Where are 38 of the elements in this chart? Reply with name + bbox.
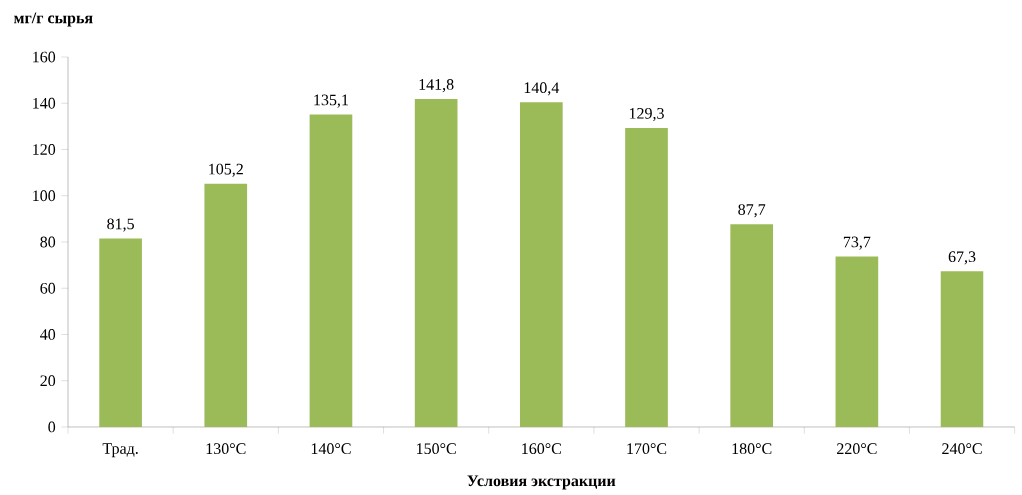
bar [625, 127, 668, 427]
bar [414, 99, 458, 427]
x-tick-label: 150°С [417, 443, 456, 455]
x-tick-label: 240°С [942, 443, 982, 455]
x-axis-title: Условия экстракции [467, 475, 616, 490]
bar [940, 271, 984, 427]
data-label: 73,7 [843, 236, 871, 250]
y-tick-label: 80 [40, 236, 56, 248]
bar [519, 102, 563, 427]
data-label: 135,1 [314, 94, 349, 108]
x-tick-label: 160°С [522, 443, 561, 455]
y-tick-label: 100 [33, 190, 56, 202]
y-axis-title: мг/г сырья [14, 12, 93, 27]
data-label: 87,7 [738, 204, 766, 218]
y-tick-label: 0 [48, 421, 56, 433]
x-tick-label: 220°С [837, 443, 877, 455]
data-label: 105,2 [209, 163, 243, 177]
data-label: 81,5 [107, 218, 134, 232]
x-tick-label: 180°С [732, 443, 772, 455]
x-tick-label: Трад. [102, 443, 138, 458]
y-tick-label: 40 [40, 329, 56, 340]
bar [99, 238, 142, 427]
x-tick-label: 140°С [311, 443, 351, 455]
bar [835, 256, 879, 427]
y-tick-label: 140 [33, 97, 56, 109]
bar [309, 114, 353, 427]
y-tick-label: 20 [40, 375, 56, 387]
bar [730, 224, 774, 427]
x-tick-label: 130°С [206, 443, 246, 455]
y-tick-label: 120 [33, 144, 56, 155]
data-label: 141,8 [419, 79, 454, 93]
data-label: 67,3 [948, 251, 976, 265]
bar [204, 183, 248, 427]
data-label: 140,4 [524, 82, 560, 96]
data-label: 129,3 [629, 107, 664, 122]
y-tick-label: 60 [40, 282, 56, 294]
x-tick-label: 170°С [627, 443, 667, 455]
y-tick-label: 160 [33, 51, 56, 63]
